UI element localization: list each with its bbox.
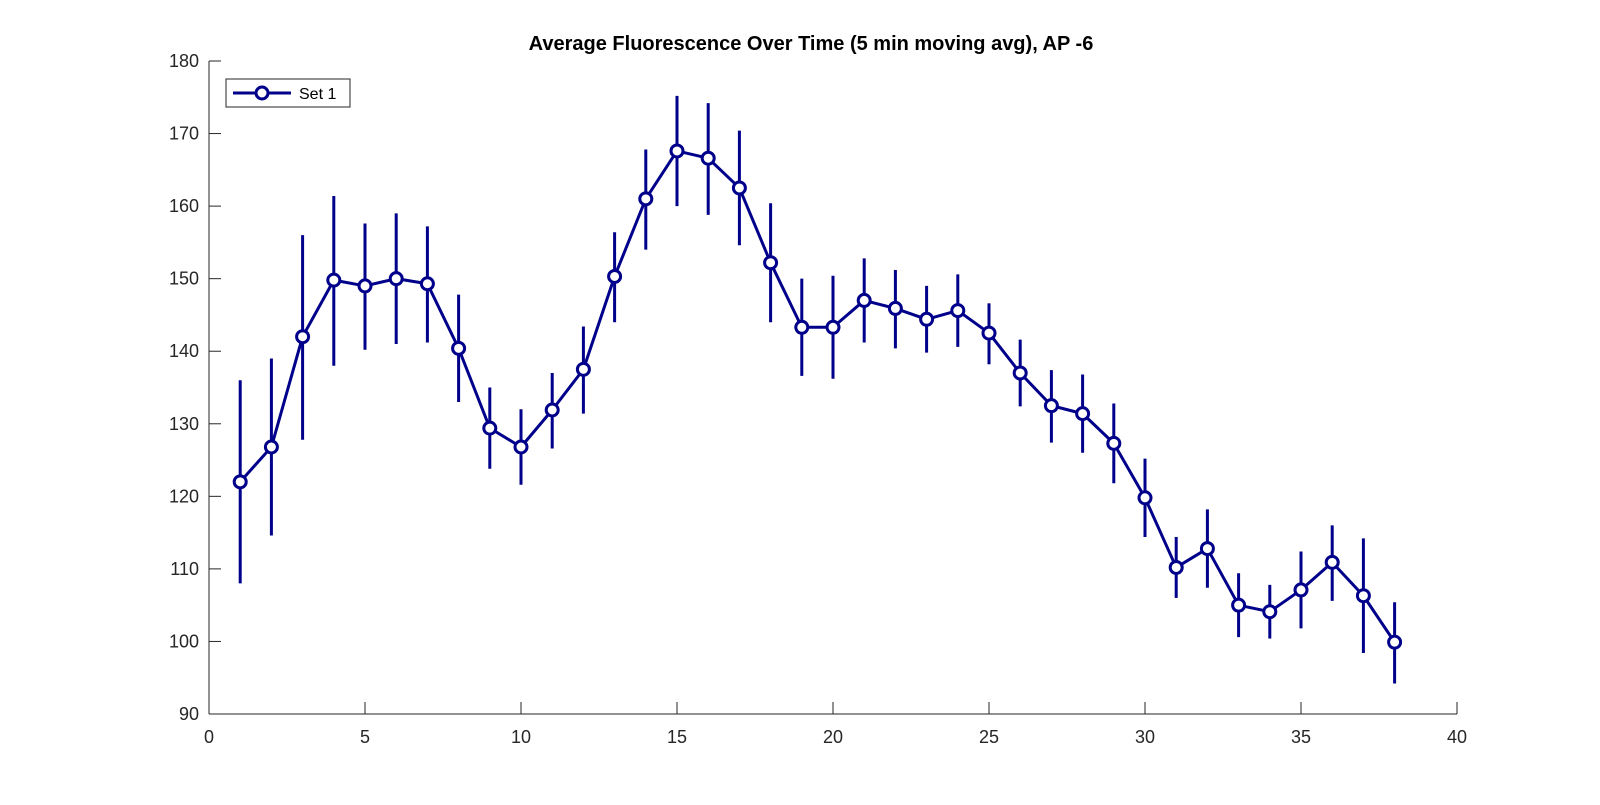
- y-tick-label: 160: [169, 196, 199, 216]
- data-point: [607, 268, 623, 284]
- data-point: [451, 340, 467, 356]
- y-tick-label: 140: [169, 341, 199, 361]
- data-point: [1137, 490, 1153, 506]
- data-point: [919, 311, 935, 327]
- data-point: [419, 276, 435, 292]
- data-markers: [232, 143, 1403, 650]
- y-tick-label: 150: [169, 269, 199, 289]
- y-tick-label: 100: [169, 631, 199, 651]
- data-point: [1355, 588, 1371, 604]
- x-tick-label: 40: [1447, 727, 1467, 747]
- x-tick-label: 35: [1291, 727, 1311, 747]
- data-point: [1168, 559, 1184, 575]
- data-point: [326, 272, 342, 288]
- data-point: [357, 278, 373, 294]
- y-tick-label: 90: [179, 704, 199, 724]
- data-point: [1231, 597, 1247, 613]
- data-point: [700, 150, 716, 166]
- data-point: [1324, 554, 1340, 570]
- legend-label: Set 1: [299, 86, 336, 103]
- data-point: [482, 420, 498, 436]
- data-point: [825, 319, 841, 335]
- data-point: [981, 325, 997, 341]
- x-tick-label: 5: [360, 727, 370, 747]
- legend: Set 1: [225, 78, 351, 108]
- data-point: [232, 474, 248, 490]
- x-tick-label: 20: [823, 727, 843, 747]
- data-point: [1262, 604, 1278, 620]
- chart-title: Average Fluorescence Over Time (5 min mo…: [529, 33, 1094, 55]
- y-tick-label: 180: [169, 51, 199, 71]
- data-point: [1075, 406, 1091, 422]
- data-point: [1043, 398, 1059, 414]
- data-point: [388, 271, 404, 287]
- data-point: [887, 300, 903, 316]
- legend-marker-sample: [254, 85, 270, 101]
- data-point: [638, 191, 654, 207]
- y-tick-label: 170: [169, 124, 199, 144]
- x-tick-label: 30: [1135, 727, 1155, 747]
- y-tick-label: 120: [169, 486, 199, 506]
- data-point: [575, 361, 591, 377]
- data-point: [1106, 435, 1122, 451]
- data-point: [669, 143, 685, 159]
- data-point: [1012, 365, 1028, 381]
- data-point: [763, 255, 779, 271]
- data-point: [1293, 582, 1309, 598]
- x-tick-label: 0: [204, 727, 214, 747]
- data-point: [263, 439, 279, 455]
- y-tick-label: 110: [170, 559, 199, 579]
- data-point: [731, 180, 747, 196]
- data-point: [950, 303, 966, 319]
- data-point: [1387, 634, 1403, 650]
- data-point: [1199, 541, 1215, 557]
- x-tick-label: 15: [667, 727, 687, 747]
- y-tick-label: 130: [169, 414, 199, 434]
- data-point: [794, 319, 810, 335]
- data-point: [856, 292, 872, 308]
- data-point: [513, 439, 529, 455]
- data-point: [544, 402, 560, 418]
- x-tick-label: 25: [979, 727, 999, 747]
- data-point: [295, 329, 311, 345]
- x-tick-label: 10: [511, 727, 531, 747]
- axes: 0 5 10 15 20 25 30 35 40 90 100 110 120 130 140 150 160 1…: [169, 51, 1467, 747]
